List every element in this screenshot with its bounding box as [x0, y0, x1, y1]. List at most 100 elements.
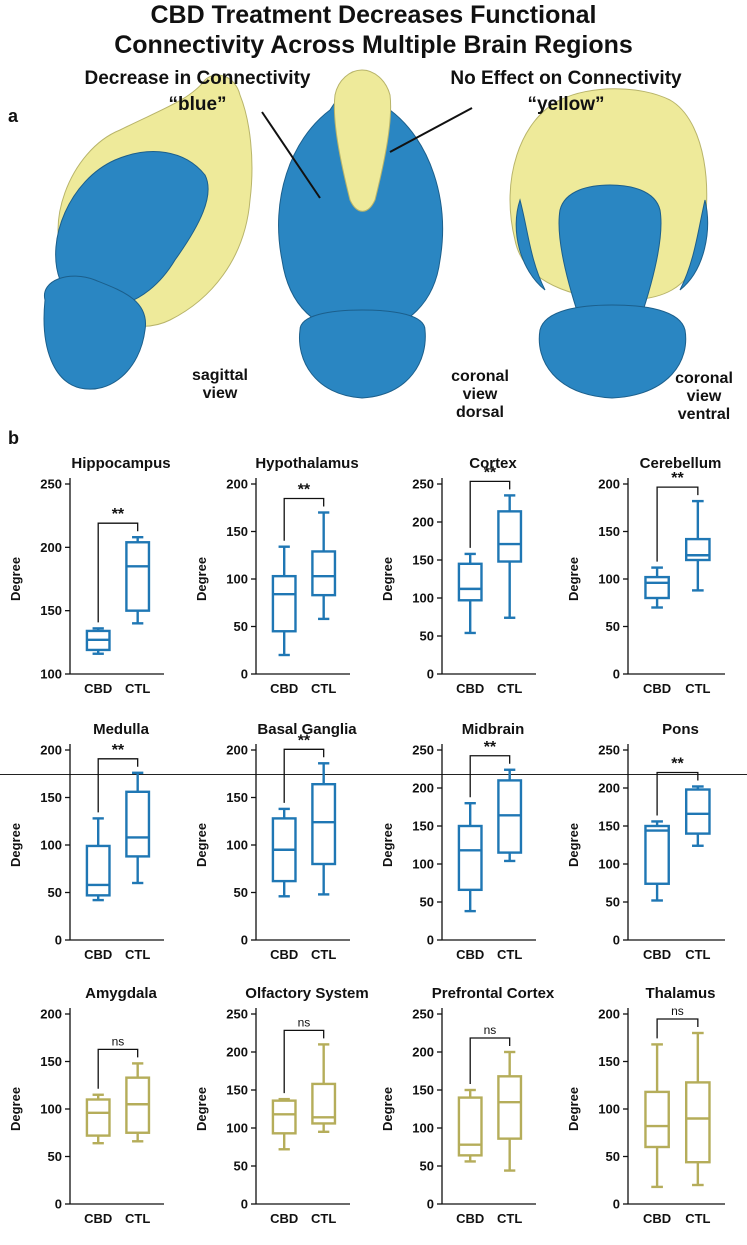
significance-bracket: [283, 748, 325, 803]
chart-amygdala: Amygdala Degree 0 50 100 150 200 CBD CTL ns: [0, 978, 186, 1240]
y-tick-label: 0: [613, 667, 620, 682]
y-tick-label: 50: [420, 895, 434, 910]
x-tick-label-cbd: CBD: [643, 1211, 671, 1226]
y-tick-label: 100: [226, 1121, 248, 1136]
box-cbd: [644, 1090, 670, 1149]
y-tick-label: 150: [598, 1054, 620, 1069]
y-axis-label: Degree: [194, 823, 209, 867]
chart-medulla: Medulla Degree 0 50 100 150 200 CBD CTL **: [0, 714, 186, 976]
y-axis-label: Degree: [566, 1087, 581, 1131]
box-cbd: [457, 824, 483, 892]
y-tick-label: 100: [598, 1102, 620, 1117]
x-tick-label-cbd: CBD: [84, 947, 112, 962]
box-cbd: [271, 1099, 297, 1135]
y-tick-label: 150: [226, 1083, 248, 1098]
box-cbd: [85, 1098, 111, 1137]
y-tick-label: 150: [598, 819, 620, 834]
y-tick-label: 150: [226, 524, 248, 539]
y-tick-label: 0: [55, 933, 62, 948]
y-tick-label: 100: [226, 572, 248, 587]
chart-title: Hypothalamus: [255, 455, 358, 472]
y-axis-label: Degree: [380, 557, 395, 601]
view-dorsal-line2: view: [462, 386, 498, 403]
significance-label: ns: [112, 1034, 125, 1048]
chart-title: Olfactory System: [245, 985, 368, 1002]
chart-title: Hippocampus: [71, 455, 170, 472]
y-axis-label: Degree: [566, 557, 581, 601]
significance-bracket: [656, 771, 699, 816]
significance-bracket: [97, 758, 139, 813]
box-ctl: [497, 779, 523, 854]
x-tick-label-ctl: CTL: [125, 681, 150, 696]
chart-pons: Pons Degree 0 50 100 150 200 250 CBD CTL **: [558, 714, 747, 976]
y-tick-label: 50: [234, 619, 248, 634]
x-tick-label-ctl: CTL: [685, 1211, 710, 1226]
box-ctl: [311, 1082, 337, 1125]
y-tick-label: 50: [48, 885, 62, 900]
callout-decrease: Decrease in Connectivity “blue”: [55, 66, 340, 118]
chart-svg: Olfactory System Degree 0 50 100 150 200 250 CBD…: [194, 985, 369, 1226]
significance-bracket: [97, 522, 139, 623]
x-tick-label-ctl: CTL: [685, 681, 710, 696]
box-cbd: [644, 575, 670, 600]
y-tick-label: 150: [40, 1054, 62, 1069]
y-tick-label: 200: [40, 743, 62, 758]
x-tick-label-cbd: CBD: [270, 947, 298, 962]
significance-label: ns: [671, 1004, 684, 1018]
view-ventral-line2: view: [686, 388, 722, 405]
view-ventral-line1: coronal: [675, 370, 733, 387]
chart-svg: Midbrain Degree 0 50 100 150 200 250 CBD CTL **: [380, 721, 536, 962]
y-tick-label: 200: [226, 477, 248, 492]
y-tick-label: 0: [241, 667, 248, 682]
y-axis-label: Degree: [380, 823, 395, 867]
y-tick-label: 200: [598, 1007, 620, 1022]
chart-olfactory-system: Olfactory System Degree 0 50 100 150 200 250 CBD…: [186, 978, 372, 1240]
box-cbd: [271, 817, 297, 883]
chart-svg: Thalamus Degree 0 50 100 150 200 CBD CTL ns: [566, 985, 725, 1226]
callout-decrease-line2: “blue”: [168, 94, 227, 115]
y-axis-label: Degree: [8, 557, 23, 601]
significance-label: **: [484, 464, 497, 481]
callout-noeffect-line2: “yellow”: [527, 94, 605, 115]
chart-svg: Cortex Degree 0 50 100 150 200 250 CBD CTL **: [380, 455, 536, 696]
view-label-sagittal: sagittal view: [180, 367, 260, 403]
ventral-brain: [509, 88, 709, 399]
view-label-dorsal: coronal view dorsal: [440, 368, 520, 422]
view-label-ventral: coronal view ventral: [662, 370, 746, 424]
x-tick-label-ctl: CTL: [125, 1211, 150, 1226]
view-ventral-line3: ventral: [677, 406, 731, 423]
y-tick-label: 50: [606, 895, 620, 910]
chart-svg: Medulla Degree 0 50 100 150 200 CBD CTL **: [8, 721, 164, 962]
chart-title: Prefrontal Cortex: [432, 985, 555, 1002]
y-tick-label: 0: [427, 1197, 434, 1212]
y-tick-label: 50: [48, 1149, 62, 1164]
x-tick-label-cbd: CBD: [643, 681, 671, 696]
box-ctl: [684, 537, 711, 562]
significance-label: **: [298, 732, 311, 749]
x-tick-label-cbd: CBD: [84, 681, 112, 696]
significance-label: ns: [484, 1023, 497, 1037]
callout-noeffect-line1: No Effect on Connectivity: [450, 68, 682, 89]
y-axis-label: Degree: [194, 1087, 209, 1131]
chart-title: Basal Ganglia: [257, 721, 357, 738]
box-ctl: [125, 790, 151, 858]
panel-a-label: a: [8, 106, 19, 126]
y-tick-label: 0: [427, 667, 434, 682]
brain-renderings: [43, 69, 709, 399]
chart-title: Midbrain: [462, 721, 525, 738]
y-tick-label: 150: [40, 603, 62, 618]
view-sagittal-line1: sagittal: [191, 367, 248, 384]
chart-title: Thalamus: [645, 985, 715, 1002]
y-tick-label: 50: [234, 885, 248, 900]
y-tick-label: 250: [226, 1007, 248, 1022]
significance-bracket: [656, 1018, 699, 1039]
y-axis-label: Degree: [380, 1087, 395, 1131]
x-tick-label-cbd: CBD: [84, 1211, 112, 1226]
box-cbd: [85, 844, 111, 897]
significance-bracket: [469, 755, 511, 798]
y-tick-label: 200: [598, 477, 620, 492]
box-ctl: [311, 550, 337, 597]
y-tick-label: 50: [420, 1159, 434, 1174]
decrease-pointer-line: [261, 111, 321, 199]
chart-hypothalamus: Hypothalamus Degree 0 50 100 150 200 CBD CTL **: [186, 448, 372, 710]
